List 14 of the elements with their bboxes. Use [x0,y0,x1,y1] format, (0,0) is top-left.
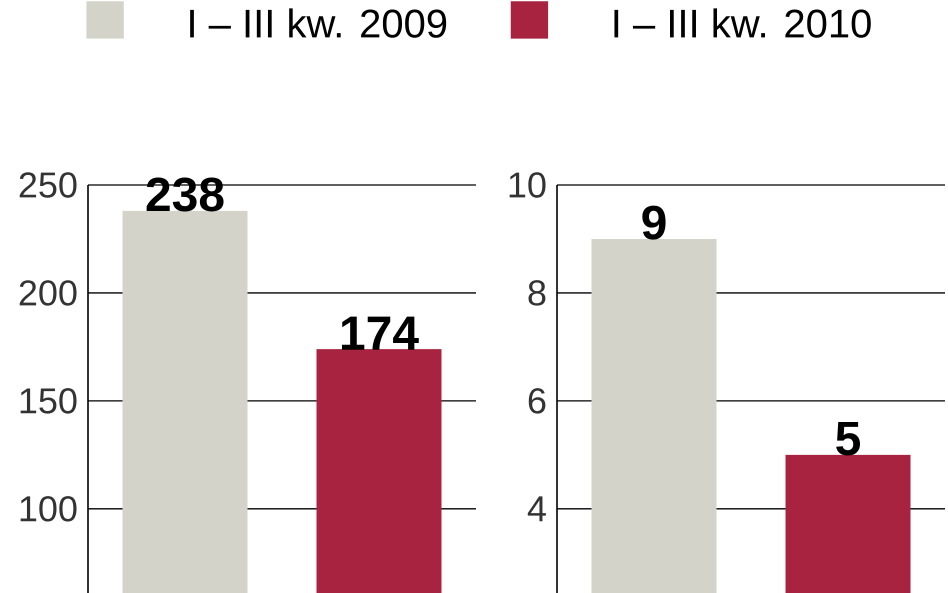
y-tick-label: 10 [510,172,546,198]
y-tick-label: 150 [20,388,77,414]
y-tick-label: 200 [20,280,77,306]
data-label: 238 [146,177,224,212]
legend-label: I – III kw. 2010 [614,8,871,38]
data-label: 9 [642,206,666,240]
y-tick-label: 100 [20,496,77,522]
y-tick-label: 6 [528,388,546,414]
legend-label: I – III kw. 2009 [190,8,446,38]
data-label: 5 [836,422,860,456]
y-tick-label: 8 [528,280,546,306]
y-tick-label: 4 [528,496,546,522]
y-tick-label: 250 [20,172,77,198]
data-label: 174 [342,316,419,350]
